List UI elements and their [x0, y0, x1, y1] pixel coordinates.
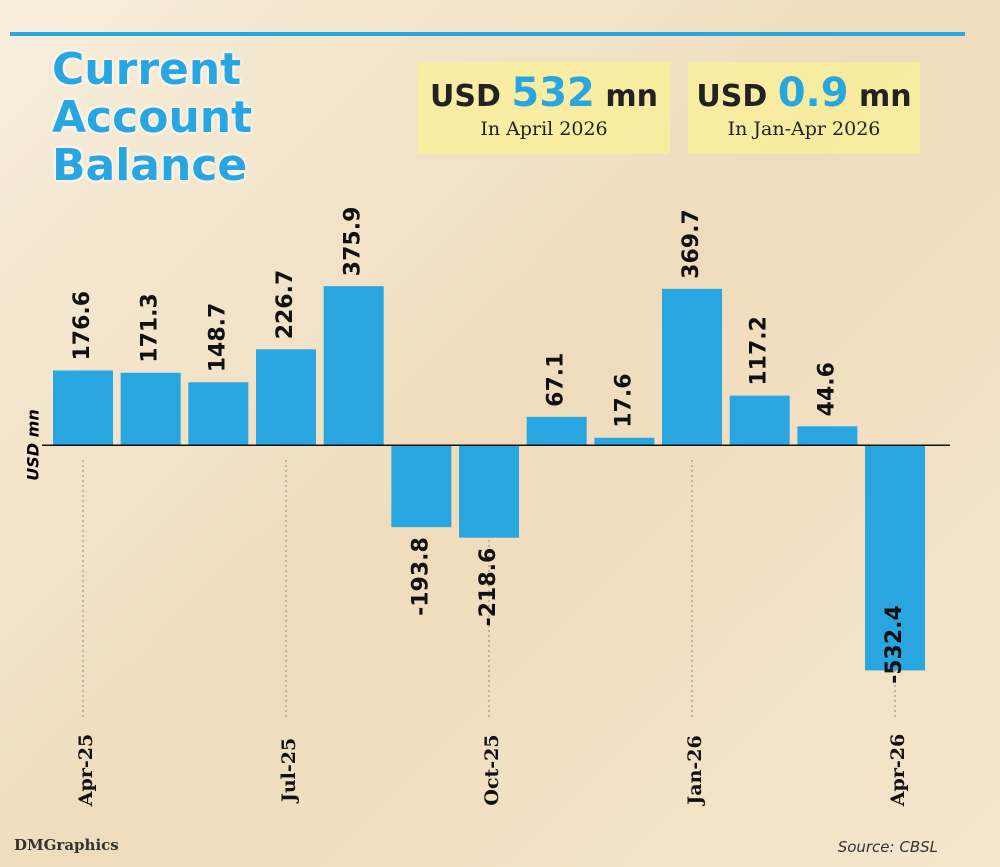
bar [323, 286, 384, 446]
value-label: 176.6 [70, 291, 95, 361]
bar [526, 416, 587, 446]
value-label: -532.4 [882, 605, 907, 684]
bar [188, 382, 249, 446]
source: Source: CBSL [837, 838, 938, 856]
value-label: 171.3 [138, 293, 163, 363]
value-label: 67.1 [544, 353, 569, 407]
highlight-number: 0.9 [777, 70, 849, 116]
highlight-prefix: USD [430, 79, 501, 114]
x-tick-label: Jul-25 [278, 738, 300, 804]
value-label: 44.6 [814, 362, 839, 416]
bar [865, 445, 926, 671]
bar [53, 370, 113, 446]
highlight-unit: mn [605, 79, 658, 114]
x-tick-label: Apr-25 [75, 734, 97, 807]
highlight-unit: mn [859, 79, 912, 114]
highlight-box: USD 532 mn In April 2026 [418, 62, 670, 154]
credit: DMGraphics [14, 836, 119, 854]
bar [256, 349, 317, 446]
value-label: -218.6 [476, 548, 501, 627]
x-tick-label: Apr-26 [887, 734, 909, 807]
value-label: 17.6 [611, 373, 636, 427]
bar [797, 426, 858, 446]
highlight-value: USD 532 mn [418, 70, 670, 116]
value-label: 369.7 [679, 209, 704, 279]
bar [459, 445, 520, 538]
chart-title: Current Account Balance [52, 44, 253, 191]
highlight-value: USD 0.9 mn [688, 70, 920, 116]
x-tick-label: Jan-26 [684, 735, 706, 806]
bar [729, 395, 790, 446]
bar [662, 288, 723, 446]
x-tick-label: Oct-25 [481, 734, 503, 805]
bar [391, 445, 452, 528]
bar [120, 372, 181, 446]
value-label: 148.7 [205, 303, 230, 373]
value-label: 117.2 [747, 316, 772, 386]
bar [594, 437, 655, 446]
highlight-number: 532 [511, 70, 595, 116]
highlight-box: USD 0.9 mn In Jan-Apr 2026 [688, 62, 920, 154]
highlight-note: In April 2026 [480, 118, 608, 140]
y-axis-label: USD mn [24, 409, 43, 480]
value-label: 226.7 [273, 270, 298, 340]
highlight-prefix: USD [696, 79, 768, 114]
highlight-note: In Jan-Apr 2026 [727, 118, 881, 140]
value-label: -193.8 [408, 537, 433, 616]
value-label: 375.9 [341, 207, 366, 277]
